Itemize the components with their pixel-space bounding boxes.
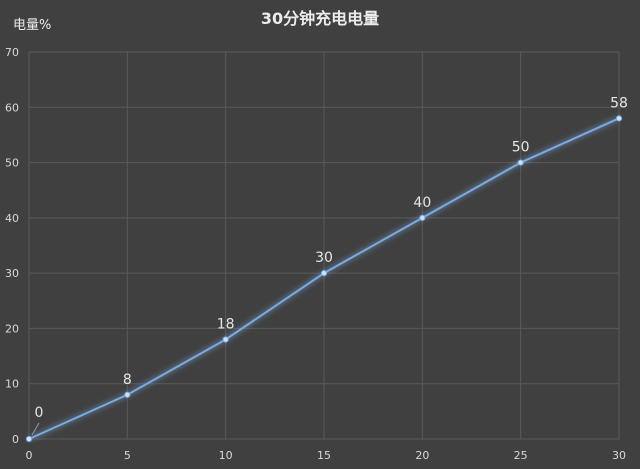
x-tick-label: 5 (124, 449, 131, 462)
x-tick-label: 20 (415, 449, 429, 462)
data-label: 40 (413, 195, 431, 211)
y-tick-label: 60 (5, 101, 19, 114)
y-tick-label: 30 (5, 267, 19, 280)
y-tick-label: 20 (5, 322, 19, 335)
data-point (615, 115, 623, 122)
y-axis-label: 电量% (13, 18, 51, 33)
y-tick-label: 50 (5, 157, 19, 170)
data-point (419, 214, 426, 221)
y-tick-label: 10 (5, 378, 19, 391)
x-tick-label: 10 (219, 449, 233, 462)
data-label: 0 (35, 405, 44, 421)
data-point (25, 435, 33, 443)
x-tick-label: 0 (26, 449, 33, 462)
data-point (517, 159, 524, 166)
data-point (320, 270, 328, 277)
x-tick-label: 15 (317, 449, 331, 462)
y-tick-label: 40 (5, 212, 19, 225)
data-point (124, 391, 131, 398)
data-label: 18 (217, 316, 235, 332)
data-label: 58 (610, 95, 628, 111)
x-tick-label: 25 (514, 449, 528, 462)
label-leader-line (31, 422, 40, 436)
y-tick-label: 70 (5, 46, 19, 59)
data-label: 30 (315, 250, 333, 266)
chart-title: 30分钟充电电量 (261, 9, 379, 28)
data-label: 50 (512, 140, 530, 156)
y-tick-label: 0 (12, 433, 19, 446)
data-point (222, 336, 229, 343)
x-tick-label: 30 (612, 449, 626, 462)
data-label: 8 (123, 372, 132, 388)
